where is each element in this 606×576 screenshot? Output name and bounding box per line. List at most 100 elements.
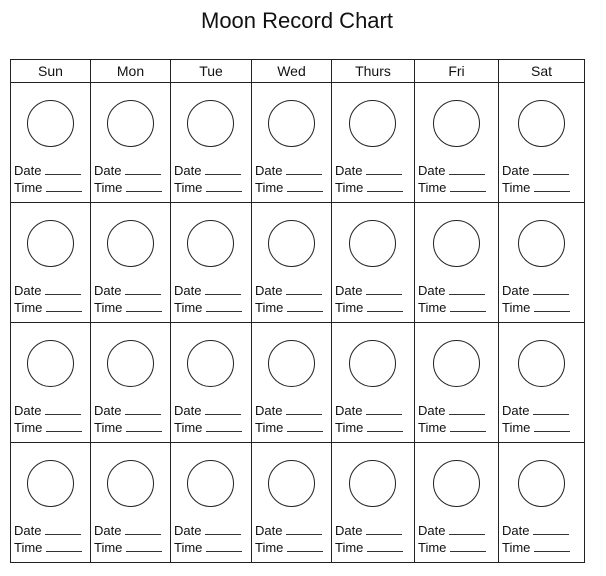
date-blank[interactable]	[449, 294, 486, 295]
time-blank[interactable]	[287, 551, 324, 552]
day-cell: Date Time	[170, 82, 252, 203]
moon-circle[interactable]	[432, 100, 480, 147]
moon-circle[interactable]	[267, 340, 315, 387]
time-blank[interactable]	[46, 431, 83, 432]
time-blank[interactable]	[367, 431, 404, 432]
time-blank[interactable]	[287, 311, 324, 312]
moon-circle[interactable]	[106, 220, 154, 267]
moon-circle[interactable]	[26, 100, 74, 147]
time-blank[interactable]	[450, 431, 487, 432]
moon-circle[interactable]	[432, 220, 480, 267]
date-blank[interactable]	[45, 414, 82, 415]
moon-circle[interactable]	[432, 460, 480, 507]
moon-circle[interactable]	[187, 100, 234, 147]
time-blank[interactable]	[46, 311, 83, 312]
date-blank[interactable]	[286, 294, 323, 295]
date-blank[interactable]	[205, 534, 242, 535]
moon-circle[interactable]	[106, 460, 154, 507]
date-blank[interactable]	[449, 534, 486, 535]
time-blank[interactable]	[206, 551, 243, 552]
moon-circle[interactable]	[267, 220, 315, 267]
date-blank[interactable]	[45, 534, 82, 535]
date-blank[interactable]	[205, 174, 242, 175]
moon-circle[interactable]	[187, 340, 234, 387]
time-blank[interactable]	[206, 191, 243, 192]
date-blank[interactable]	[205, 414, 242, 415]
time-blank[interactable]	[46, 551, 83, 552]
time-blank[interactable]	[534, 191, 571, 192]
time-blank[interactable]	[534, 431, 571, 432]
time-blank[interactable]	[126, 311, 163, 312]
date-blank[interactable]	[286, 414, 323, 415]
date-label: Date	[418, 163, 446, 178]
date-blank[interactable]	[533, 414, 570, 415]
time-line: Time	[94, 180, 163, 195]
date-blank[interactable]	[45, 174, 82, 175]
time-blank[interactable]	[534, 311, 571, 312]
date-label: Date	[335, 283, 363, 298]
time-blank[interactable]	[450, 191, 487, 192]
date-label: Date	[94, 523, 122, 538]
time-blank[interactable]	[126, 431, 163, 432]
date-line: Date	[14, 523, 82, 538]
time-blank[interactable]	[450, 311, 487, 312]
date-blank[interactable]	[125, 414, 162, 415]
time-blank[interactable]	[450, 551, 487, 552]
date-blank[interactable]	[366, 534, 403, 535]
moon-circle[interactable]	[349, 460, 396, 507]
time-blank[interactable]	[206, 311, 243, 312]
date-blank[interactable]	[205, 294, 242, 295]
time-blank[interactable]	[367, 191, 404, 192]
date-blank[interactable]	[125, 534, 162, 535]
moon-circle[interactable]	[106, 340, 154, 387]
date-blank[interactable]	[125, 294, 162, 295]
day-header: Mon	[90, 59, 171, 83]
moon-circle[interactable]	[349, 340, 396, 387]
time-blank[interactable]	[126, 191, 163, 192]
moon-circle[interactable]	[26, 460, 74, 507]
time-label: Time	[14, 420, 43, 435]
time-blank[interactable]	[367, 551, 404, 552]
date-blank[interactable]	[286, 174, 323, 175]
date-blank[interactable]	[533, 534, 570, 535]
date-blank[interactable]	[449, 414, 486, 415]
time-blank[interactable]	[367, 311, 404, 312]
day-cell: Date Time	[170, 322, 252, 443]
date-blank[interactable]	[286, 534, 323, 535]
moon-circle[interactable]	[517, 460, 565, 507]
moon-circle[interactable]	[267, 460, 315, 507]
time-blank[interactable]	[534, 551, 571, 552]
time-blank[interactable]	[46, 191, 83, 192]
date-blank[interactable]	[366, 294, 403, 295]
date-blank[interactable]	[449, 174, 486, 175]
moon-circle[interactable]	[26, 220, 74, 267]
date-blank[interactable]	[45, 294, 82, 295]
moon-circle[interactable]	[187, 220, 234, 267]
moon-circle[interactable]	[267, 100, 315, 147]
time-label: Time	[255, 540, 284, 555]
moon-circle[interactable]	[517, 340, 565, 387]
date-label: Date	[174, 523, 202, 538]
day-cell: Date Time	[498, 322, 585, 443]
moon-circle[interactable]	[187, 460, 234, 507]
date-label: Date	[255, 403, 283, 418]
moon-circle[interactable]	[432, 340, 480, 387]
date-blank[interactable]	[533, 294, 570, 295]
moon-circle[interactable]	[517, 100, 565, 147]
date-blank[interactable]	[125, 174, 162, 175]
moon-circle[interactable]	[349, 100, 396, 147]
time-blank[interactable]	[206, 431, 243, 432]
time-blank[interactable]	[126, 551, 163, 552]
time-blank[interactable]	[287, 431, 324, 432]
time-blank[interactable]	[287, 191, 324, 192]
date-blank[interactable]	[366, 174, 403, 175]
moon-circle[interactable]	[349, 220, 396, 267]
date-blank[interactable]	[366, 414, 403, 415]
moon-circle[interactable]	[106, 100, 154, 147]
date-label: Date	[502, 283, 530, 298]
date-blank[interactable]	[533, 174, 570, 175]
moon-circle[interactable]	[26, 340, 74, 387]
date-line: Date	[335, 523, 403, 538]
moon-circle[interactable]	[517, 220, 565, 267]
day-cell: Date Time	[331, 82, 415, 203]
